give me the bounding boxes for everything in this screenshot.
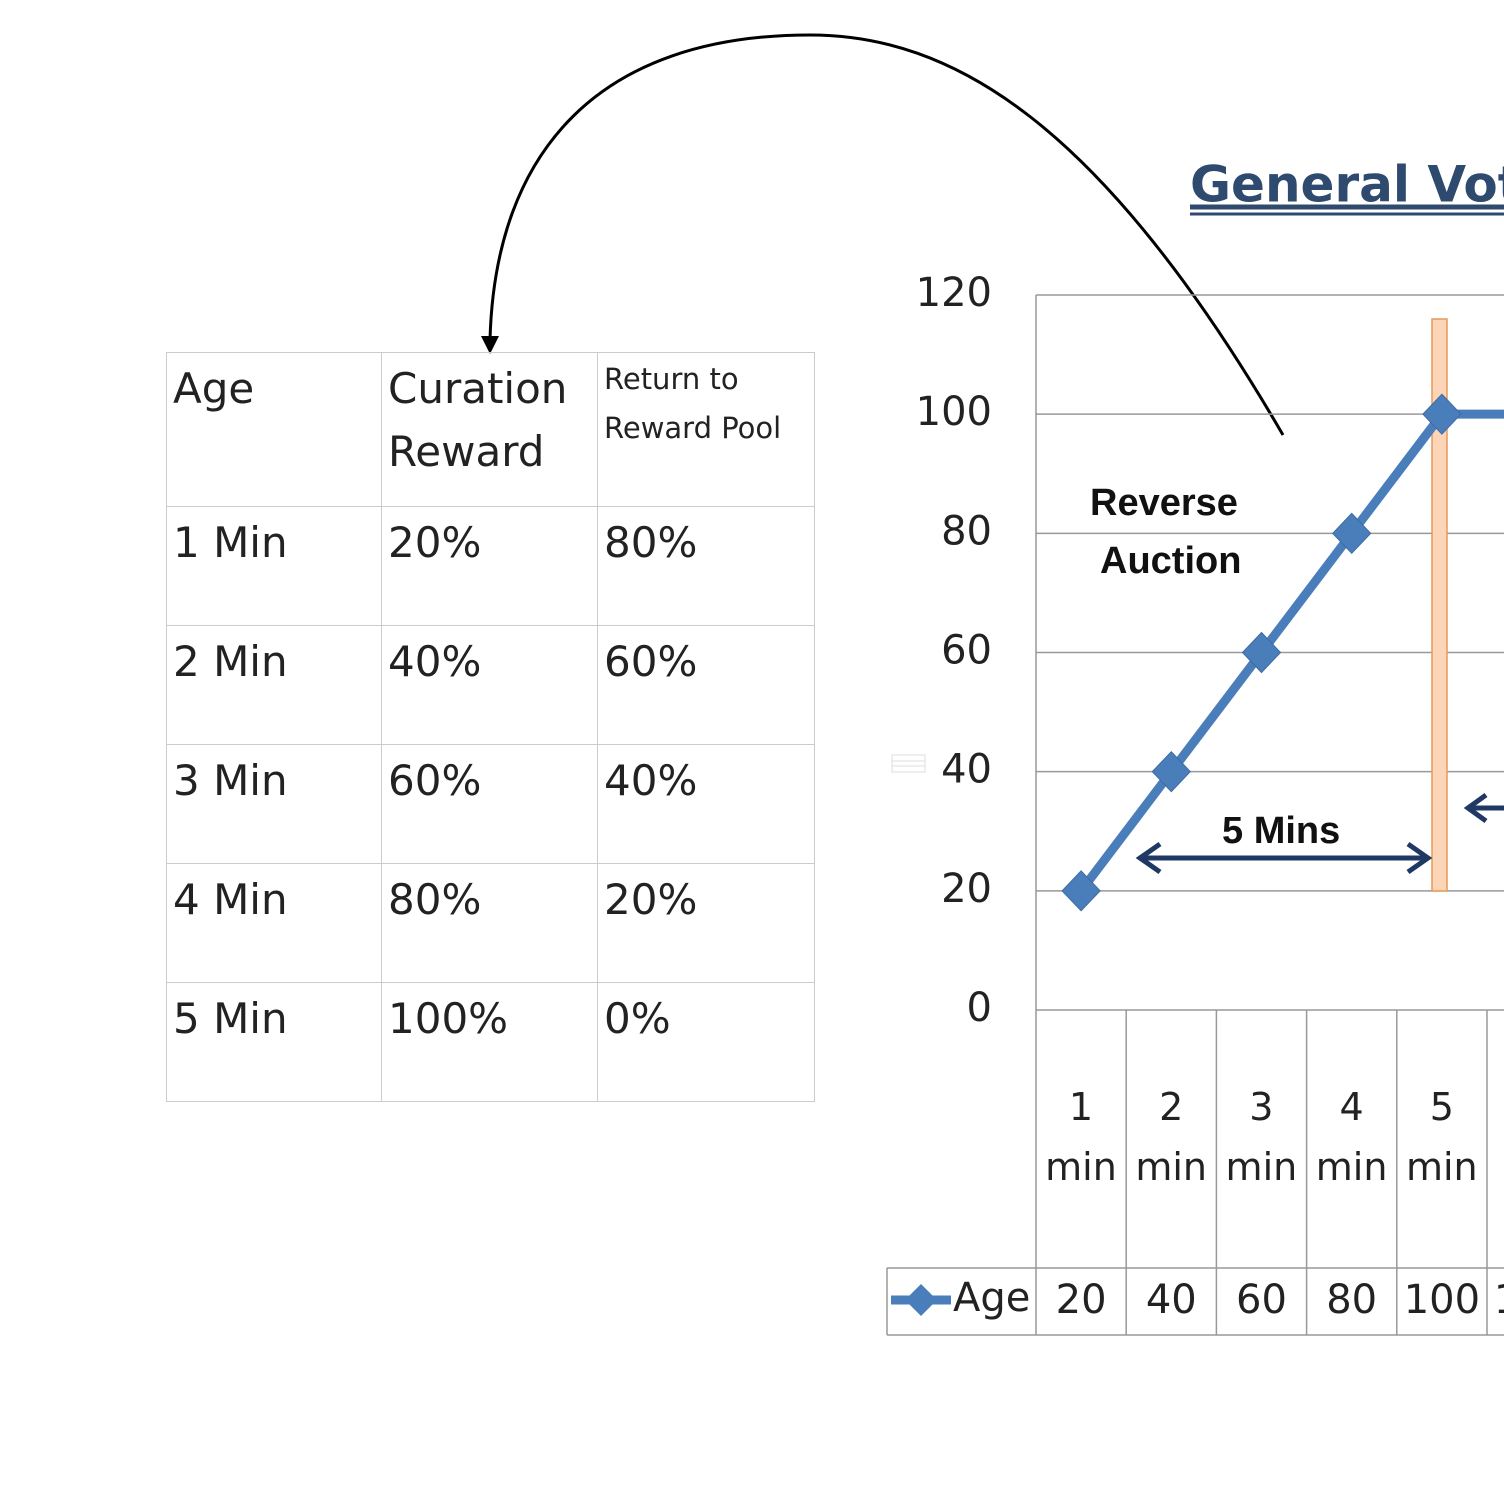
- data-table-value: 80: [1326, 1277, 1377, 1323]
- y-tick-label: 120: [916, 270, 992, 316]
- x-tick-label: 1 min: [1045, 1085, 1117, 1189]
- x-tick-label: 1: [1487, 1077, 1504, 1137]
- point: [1422, 393, 1462, 435]
- y-tick-label: 20: [941, 866, 992, 912]
- y-tick-label: 80: [941, 508, 992, 554]
- point: [1241, 631, 1282, 674]
- cell: 80%: [381, 863, 598, 983]
- cell: 1 Min: [166, 506, 382, 626]
- legend-label: Age: [953, 1275, 1030, 1321]
- cell: 2 Min: [166, 625, 382, 745]
- reward-table: Age Curation Reward Return to Reward Pool 1…: [166, 352, 815, 1102]
- y-tick-label: 100: [916, 389, 992, 435]
- curved-arrow: [488, 33, 1285, 436]
- header-cell: Curation Reward: [381, 352, 598, 507]
- point: [1061, 870, 1101, 912]
- x-tick-label: 4 min: [1315, 1085, 1388, 1189]
- header-cell: Age: [166, 352, 382, 507]
- arrow-head: [481, 336, 499, 354]
- y-tick-label: 40: [941, 747, 992, 793]
- legend-marker: [905, 1284, 937, 1316]
- cell: 60%: [381, 744, 598, 864]
- point: [1151, 750, 1191, 793]
- x-tick-label: 3 min: [1225, 1085, 1298, 1189]
- header-cell: Return to Reward Pool: [597, 352, 815, 507]
- cell: 20%: [597, 863, 815, 983]
- data-table-value: 20: [1056, 1277, 1107, 1323]
- data-table-value: 100: [1494, 1277, 1504, 1323]
- cell: 0%: [597, 982, 815, 1102]
- span-arrow-head: [1463, 792, 1504, 824]
- cell: 20%: [381, 506, 598, 626]
- span-arrow-head: [1406, 841, 1433, 875]
- cell: 4 Min: [166, 863, 382, 983]
- data-table-value: 100: [1404, 1277, 1480, 1323]
- row: 2 Min 40% 60%: [166, 625, 815, 745]
- row: 3 Min 60% 40%: [166, 744, 815, 864]
- cell: 3 Min: [166, 744, 382, 864]
- annotation: Auction: [1100, 540, 1242, 582]
- chart-title: General Vot: [1190, 156, 1504, 214]
- y-tick-label: 0: [967, 985, 992, 1031]
- cell: 40%: [597, 744, 815, 864]
- x-tick-label: 5 min: [1405, 1085, 1478, 1189]
- cell: 100%: [381, 982, 598, 1102]
- row: 5 Min 100% 0%: [166, 982, 815, 1102]
- table-icon: [891, 754, 926, 773]
- header-row: Age Curation Reward Return to Reward Pool: [166, 352, 815, 507]
- annotation: 5 Mins: [1222, 810, 1341, 852]
- row: 1 Min 20% 80%: [166, 506, 815, 626]
- span-arrow-head: [1135, 841, 1162, 875]
- y-tick-label: 60: [941, 628, 992, 674]
- cell: 60%: [597, 625, 815, 745]
- cell: 80%: [597, 506, 815, 626]
- x-tick-label: 2 min: [1135, 1085, 1208, 1189]
- cell: 40%: [381, 625, 598, 745]
- row: 4 Min 80% 20%: [166, 863, 815, 983]
- annotation: Reverse: [1090, 482, 1238, 524]
- marker-bar: [1431, 318, 1448, 892]
- cell: 5 Min: [166, 982, 382, 1102]
- data-table-value: 40: [1146, 1277, 1197, 1323]
- data-table-value: 60: [1236, 1277, 1287, 1323]
- point: [1332, 512, 1372, 555]
